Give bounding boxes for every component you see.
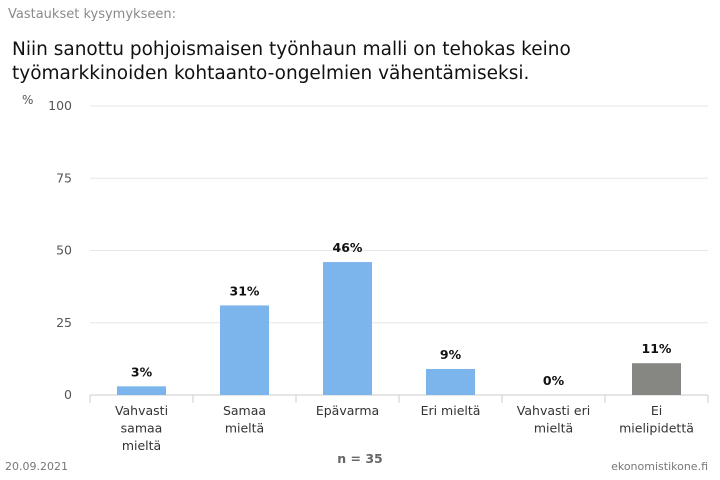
chart-title: Niin sanottu pohjoismaisen työnhaun mall… (12, 38, 712, 86)
y-tick-label: 100 (48, 98, 72, 113)
bar (426, 368, 475, 395)
x-tick-label: mieltä (225, 421, 264, 436)
x-tick-label: Ei (651, 403, 662, 418)
data-label: 3% (131, 364, 153, 379)
data-label: 0% (543, 373, 565, 388)
x-tick-label: mieltä (534, 421, 573, 436)
data-label: 9% (440, 347, 462, 362)
date-label: 20.09.2021 (5, 460, 68, 473)
chart-title-line-1: Niin sanottu pohjoismaisen työnhaun mall… (12, 39, 571, 60)
x-tick-label: mielipidettä (619, 421, 694, 436)
data-label: 31% (230, 283, 260, 298)
y-tick-label: 25 (56, 315, 72, 330)
data-label: 11% (642, 341, 672, 356)
bar (220, 305, 269, 395)
x-tick-label: Epävarma (316, 403, 379, 418)
x-tick-label: Eri mieltä (421, 403, 481, 418)
source-label: ekonomistikone.fi (611, 460, 708, 473)
x-tick-label: mieltä (122, 438, 161, 453)
chart-title-line-2: työmarkkinoiden kohtaanto-ongelmien vähe… (12, 63, 530, 84)
y-tick-label: 50 (56, 243, 72, 258)
chart-subtitle: Vastaukset kysymykseen: (8, 7, 176, 22)
x-tick-label: Vahvasti eri (517, 403, 590, 418)
x-tick-label: Samaa (223, 403, 266, 418)
y-axis-label: % (22, 93, 33, 107)
y-tick-label: 75 (56, 170, 72, 185)
x-tick-label: Vahvasti (115, 403, 168, 418)
data-label: 46% (333, 240, 363, 255)
sample-size-note: n = 35 (337, 451, 382, 466)
y-tick-label: 0 (64, 387, 72, 402)
bar (632, 363, 681, 395)
x-tick-label: samaa (121, 421, 163, 436)
bar (323, 262, 372, 395)
bar (117, 386, 166, 395)
